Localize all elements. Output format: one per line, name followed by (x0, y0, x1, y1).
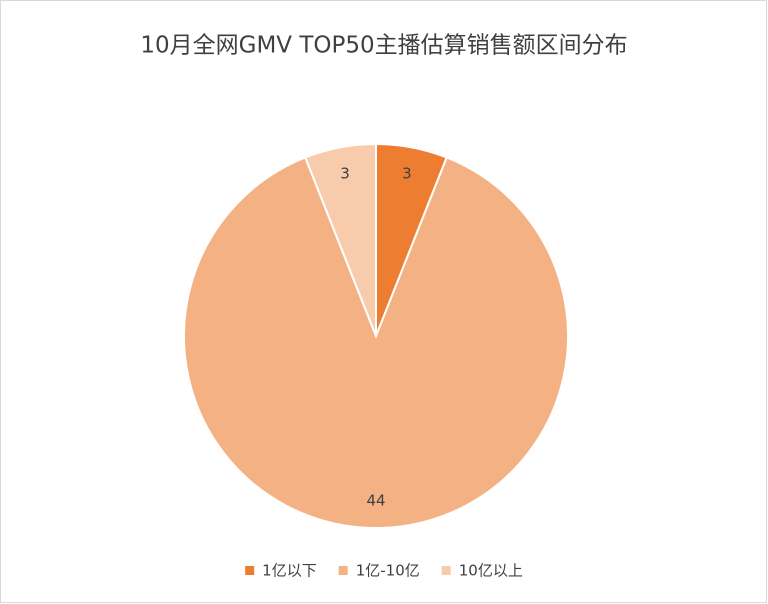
legend-swatch (441, 566, 451, 575)
pie-slice (183, 156, 569, 529)
data-label: 3 (402, 164, 412, 182)
legend-swatch (338, 566, 348, 575)
chart-title: 10月全网GMV TOP50主播估算销售额区间分布 (140, 33, 627, 59)
legend-swatch (245, 566, 255, 575)
data-label: 44 (366, 492, 385, 510)
pie-slice (304, 142, 377, 337)
legend-label: 1亿以下 (262, 562, 317, 580)
legend-label: 1亿-10亿 (356, 562, 420, 580)
data-label: 3 (340, 164, 350, 182)
legend-label: 10亿以上 (459, 562, 523, 580)
